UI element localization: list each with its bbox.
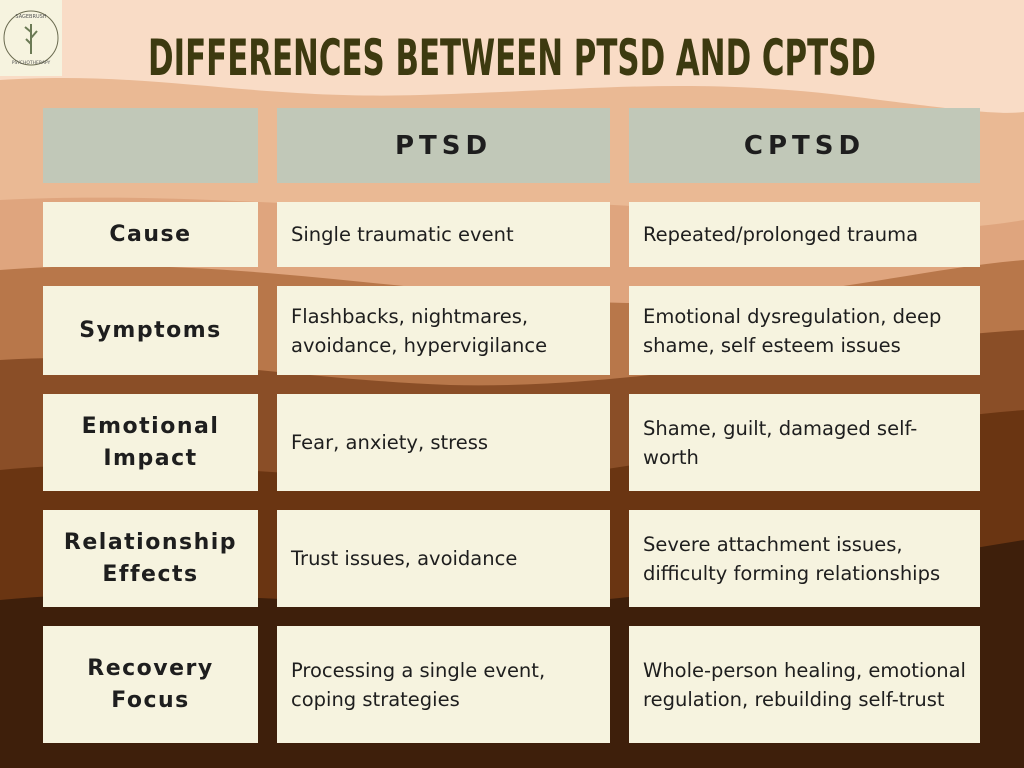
table-cell: Trust issues, avoidance [277,510,610,607]
logo-bottom: PSYCHOTHERAPY [12,60,51,66]
row-label: Relationship Effects [43,510,258,607]
row-label: Symptoms [43,286,258,375]
row-label: Cause [43,202,258,267]
table-cell: Flashbacks, nightmares, avoidance, hyper… [277,286,610,375]
table-cell: Whole-person healing, emotional regulati… [629,626,980,743]
table-cell: Repeated/prolonged trauma [629,202,980,267]
row-label: Emotional Impact [43,394,258,491]
header-cell [43,108,258,183]
table-cell: Severe attachment issues, difficulty for… [629,510,980,607]
table-cell: Fear, anxiety, stress [277,394,610,491]
table-cell: Single traumatic event [277,202,610,267]
logo-top: SAGEBRUSH [15,14,46,20]
table-cell: Shame, guilt, damaged self-worth [629,394,980,491]
title: DIFFERENCES BETWEEN PTSD AND CPTSD [148,29,876,87]
row-label: Recovery Focus [43,626,258,743]
header-cell: PTSD [277,108,610,183]
table-cell: Processing a single event, coping strate… [277,626,610,743]
table-cell: Emotional dysregulation, deep shame, sel… [629,286,980,375]
header-cell: CPTSD [629,108,980,183]
